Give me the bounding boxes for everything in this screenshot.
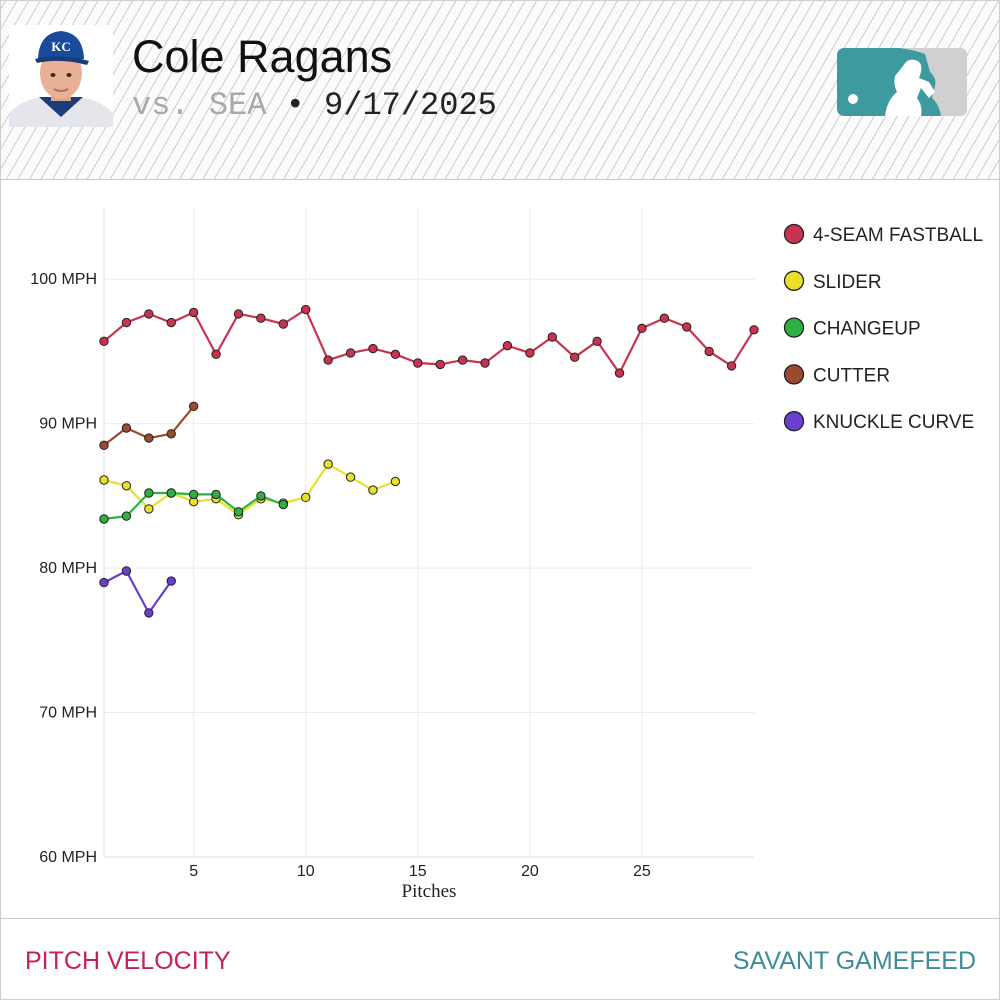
data-point-4-seam-fastball <box>457 355 468 365</box>
data-point-4-seam-fastball <box>211 349 221 360</box>
data-point-slider <box>323 459 333 469</box>
y-tick-label: 100 MPH <box>30 271 97 288</box>
data-point-4-seam-fastball <box>188 307 199 318</box>
x-tick-label: 10 <box>297 863 315 880</box>
footer-divider <box>1 918 999 919</box>
legend-swatch-knuckle-curve <box>783 411 805 432</box>
x-tick-label: 5 <box>189 863 198 880</box>
player-name: Cole Ragans <box>132 31 393 82</box>
legend-label-4-seam-fastball: 4-SEAM FASTBALL <box>813 225 983 246</box>
legend-swatch-cutter <box>783 364 805 385</box>
data-point-4-seam-fastball <box>345 348 356 358</box>
legend-label-cutter: CUTTER <box>813 365 890 386</box>
data-point-cutter <box>144 433 154 443</box>
data-point-4-seam-fastball <box>368 343 378 354</box>
x-tick-label: 20 <box>521 863 539 880</box>
series-line-knuckle-curve <box>103 569 173 614</box>
data-point-changeup <box>121 511 132 521</box>
data-point-slider <box>368 485 378 495</box>
data-point-4-seam-fastball <box>525 348 535 358</box>
data-point-slider <box>99 475 109 485</box>
data-point-4-seam-fastball <box>435 359 445 370</box>
data-point-4-seam-fastball <box>323 355 333 365</box>
mlb-logo-icon <box>837 48 967 116</box>
y-tick-label: 60 MPH <box>39 849 97 866</box>
legend-swatch-changeup <box>783 317 805 338</box>
legend-label-slider: SLIDER <box>813 272 882 293</box>
footer-chart-label: PITCH VELOCITY <box>25 947 231 975</box>
data-point-4-seam-fastball <box>256 313 266 323</box>
opponent-label: vs. SEA <box>132 87 267 124</box>
header-panel: KC Cole Ragans vs. SEA • 9/17/2025 <box>1 1 999 180</box>
data-point-changeup <box>144 488 154 498</box>
data-point-cutter <box>188 401 199 412</box>
data-point-knuckle-curve <box>121 566 132 576</box>
x-tick-label: 25 <box>633 863 651 880</box>
data-point-4-seam-fastball <box>413 358 423 368</box>
y-tick-label: 70 MPH <box>39 705 97 722</box>
data-point-4-seam-fastball <box>614 368 625 378</box>
data-point-4-seam-fastball <box>704 346 714 357</box>
legend-label-changeup: CHANGEUP <box>813 319 921 340</box>
data-point-4-seam-fastball <box>233 309 244 319</box>
data-point-4-seam-fastball <box>637 323 647 334</box>
data-point-4-seam-fastball <box>278 319 289 329</box>
data-point-4-seam-fastball <box>682 322 692 332</box>
velocity-chart: 60 MPH 70 MPH 80 MPH 90 MPH 100 MPH 5 10 15 20 25… <box>30 207 983 902</box>
data-point-4-seam-fastball <box>726 361 737 371</box>
data-point-4-seam-fastball <box>99 336 109 347</box>
data-point-4-seam-fastball <box>121 317 132 328</box>
data-point-changeup <box>211 489 221 500</box>
data-point-slider <box>121 481 132 491</box>
y-tick-label: 80 MPH <box>39 560 97 577</box>
data-point-4-seam-fastball <box>390 349 401 360</box>
footer-brand-label: SAVANT GAMEFEED <box>732 947 976 975</box>
data-point-knuckle-curve <box>99 577 109 588</box>
data-point-changeup <box>233 507 244 517</box>
data-point-cutter <box>99 440 109 451</box>
data-point-4-seam-fastball <box>144 309 154 319</box>
legend-swatch-4-seam-fastball <box>783 223 805 245</box>
data-point-changeup <box>166 488 176 498</box>
separator-dot: • <box>285 87 305 124</box>
data-point-changeup <box>256 491 266 501</box>
data-point-changeup <box>188 489 199 500</box>
data-point-4-seam-fastball <box>749 325 759 335</box>
data-point-slider <box>301 492 311 503</box>
data-point-knuckle-curve <box>144 608 154 618</box>
svg-text:KC: KC <box>51 39 71 54</box>
data-point-cutter <box>166 429 176 439</box>
game-info: vs. SEA • 9/17/2025 <box>132 87 497 124</box>
data-point-cutter <box>121 423 132 433</box>
data-point-knuckle-curve <box>166 576 176 586</box>
data-point-4-seam-fastball <box>166 317 176 328</box>
data-point-changeup <box>278 499 289 510</box>
y-tick-label: 90 MPH <box>39 416 97 433</box>
player-headshot-icon: KC <box>9 25 113 127</box>
series-line-4-seam-fastball <box>103 308 755 375</box>
data-point-4-seam-fastball <box>592 336 602 347</box>
data-point-4-seam-fastball <box>301 304 311 315</box>
data-point-4-seam-fastball <box>659 313 670 323</box>
data-point-slider <box>345 472 356 482</box>
game-date: 9/17/2025 <box>324 87 497 124</box>
data-point-slider <box>390 476 401 487</box>
legend-label-knuckle-curve: KNUCKLE CURVE <box>813 412 974 433</box>
data-point-slider <box>144 504 154 514</box>
data-point-4-seam-fastball <box>480 358 490 368</box>
legend-swatch-slider <box>783 270 805 291</box>
x-tick-label: 15 <box>409 863 427 880</box>
x-axis-title: Pitches <box>402 881 457 902</box>
data-point-changeup <box>99 514 109 524</box>
data-point-4-seam-fastball <box>547 332 557 342</box>
data-point-4-seam-fastball <box>569 352 580 362</box>
data-point-4-seam-fastball <box>502 340 513 351</box>
